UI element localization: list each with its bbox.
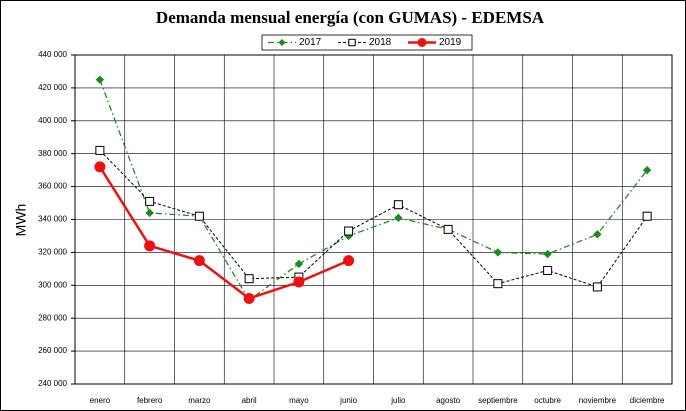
marker <box>493 248 503 257</box>
marker <box>194 211 204 221</box>
legend-label: 2017 <box>299 37 322 48</box>
x-tick-label: enero <box>90 396 111 405</box>
marker <box>543 265 553 275</box>
x-tick-label: diciembre <box>630 396 665 405</box>
marker <box>443 224 453 234</box>
marker <box>95 145 105 155</box>
legend-label: 2018 <box>369 37 392 48</box>
series-line <box>99 150 648 288</box>
marker <box>244 274 254 284</box>
marker <box>642 165 652 175</box>
y-tick-label: 440 000 <box>38 50 67 59</box>
x-tick-label: agosto <box>436 396 461 405</box>
x-tick-label: noviembre <box>579 396 617 405</box>
x-tick-label: febrero <box>137 396 163 405</box>
marker <box>243 292 255 304</box>
legend-marker <box>278 38 286 47</box>
y-tick-label: 420 000 <box>38 83 67 92</box>
x-tick-label: mayo <box>289 396 309 405</box>
marker <box>294 259 304 269</box>
marker <box>343 255 355 267</box>
marker <box>393 200 403 210</box>
marker <box>593 230 602 239</box>
marker <box>642 211 652 221</box>
x-tick-label: octubre <box>534 396 561 405</box>
y-axis-title: MWh <box>13 204 29 237</box>
marker <box>394 213 403 223</box>
marker <box>144 240 156 252</box>
y-tick-label: 340 000 <box>38 215 67 224</box>
series-line <box>99 79 648 302</box>
legend-label: 2019 <box>439 37 462 48</box>
chart-title: Demanda mensual energía (con GUMAS) - ED… <box>156 8 545 27</box>
x-tick-label: marzo <box>188 396 211 405</box>
marker <box>493 279 503 289</box>
x-tick-label: junio <box>339 396 357 405</box>
x-tick-label: septiembre <box>478 396 518 405</box>
y-tick-label: 240 000 <box>38 379 67 388</box>
legend-marker <box>417 38 427 47</box>
marker <box>543 249 552 259</box>
marker <box>145 196 155 206</box>
y-tick-label: 320 000 <box>38 248 67 257</box>
x-tick-label: julio <box>390 396 406 405</box>
marker <box>293 276 305 288</box>
legend-marker <box>348 38 356 47</box>
legend-box <box>261 34 473 51</box>
y-tick-label: 400 000 <box>38 116 67 125</box>
series-line <box>98 166 350 300</box>
marker <box>145 208 154 218</box>
y-tick-label: 300 000 <box>38 280 67 289</box>
y-tick-label: 360 000 <box>38 182 67 191</box>
marker <box>344 226 354 236</box>
marker <box>95 75 105 84</box>
marker <box>592 282 602 292</box>
marker <box>193 255 205 267</box>
y-tick-label: 280 000 <box>38 313 67 322</box>
x-tick-label: abril <box>242 396 257 405</box>
y-tick-label: 260 000 <box>38 346 67 355</box>
marker <box>94 161 106 173</box>
y-tick-label: 380 000 <box>38 149 67 158</box>
